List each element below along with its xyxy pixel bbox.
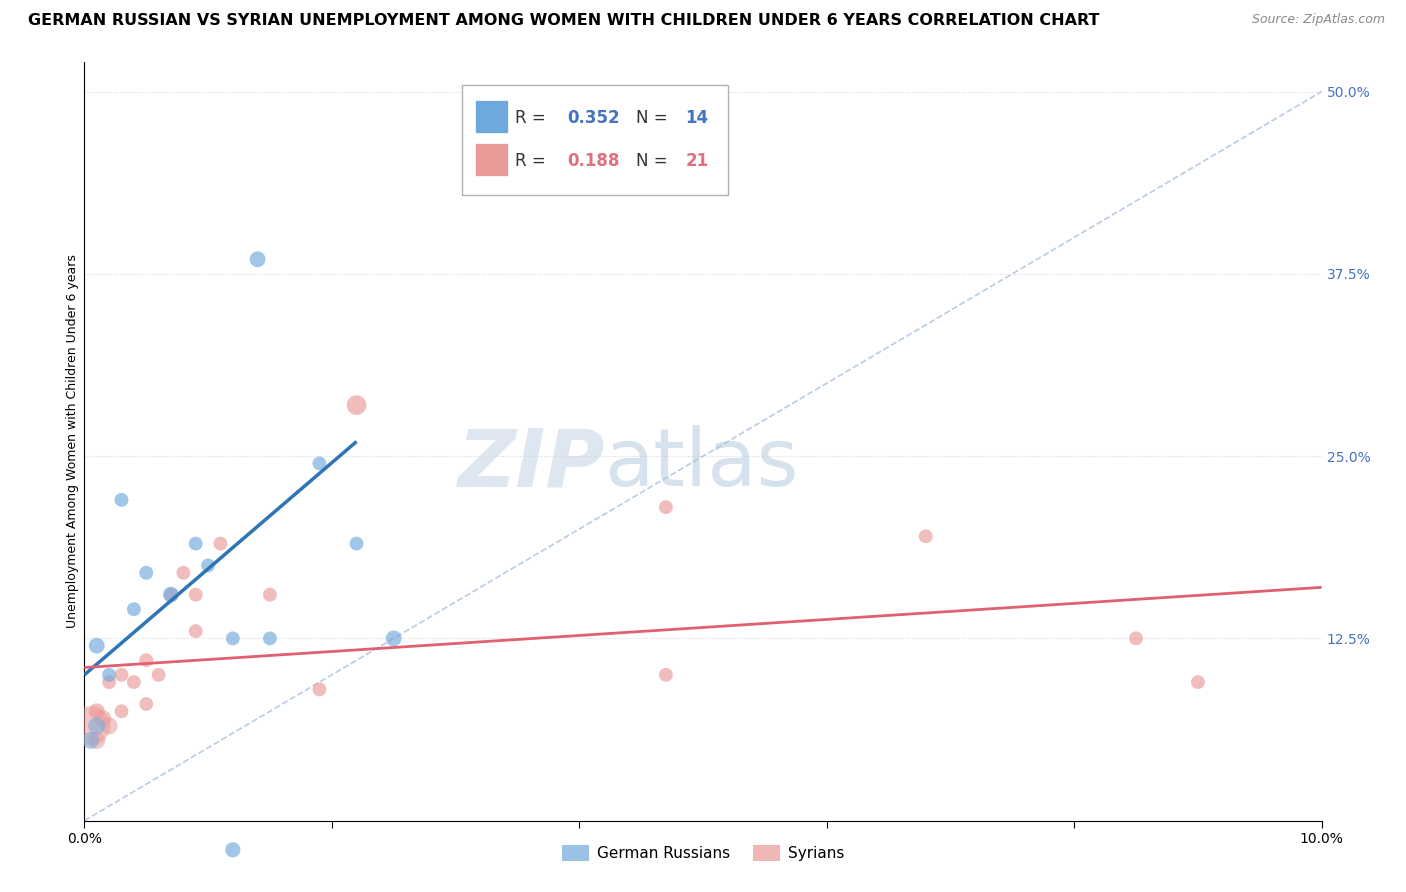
Point [86, 719, 108, 733]
Point [184, 624, 207, 639]
Point [86, 704, 108, 718]
Point [346, 398, 368, 412]
Point [222, 632, 245, 646]
Point [86, 639, 108, 653]
Text: atlas: atlas [605, 425, 799, 503]
Point [160, 588, 183, 602]
FancyBboxPatch shape [475, 100, 508, 133]
FancyBboxPatch shape [475, 143, 508, 177]
Y-axis label: Unemployment Among Women with Children Under 6 years: Unemployment Among Women with Children U… [66, 254, 79, 629]
Point [308, 682, 330, 697]
Point [135, 566, 157, 580]
Point [79, 733, 101, 747]
Point [246, 252, 269, 267]
Point [914, 529, 936, 543]
Point [160, 588, 183, 602]
FancyBboxPatch shape [461, 85, 728, 195]
Text: 21: 21 [686, 152, 709, 170]
Point [110, 704, 132, 718]
Point [184, 588, 207, 602]
Point [184, 536, 207, 550]
Point [110, 492, 132, 507]
Point [1125, 632, 1147, 646]
Point [346, 536, 368, 550]
Point [135, 697, 157, 711]
Point [135, 653, 157, 667]
Point [98, 668, 121, 682]
Point [79, 719, 101, 733]
Text: N =: N = [636, 109, 673, 127]
Point [197, 558, 219, 573]
Point [98, 719, 121, 733]
Point [382, 632, 405, 646]
Point [209, 536, 232, 550]
Text: 14: 14 [686, 109, 709, 127]
Point [91, 712, 114, 726]
Point [122, 675, 145, 690]
Point [148, 668, 170, 682]
Legend: German Russians, Syrians: German Russians, Syrians [555, 839, 851, 868]
Text: N =: N = [636, 152, 673, 170]
Text: Source: ZipAtlas.com: Source: ZipAtlas.com [1251, 13, 1385, 27]
Text: ZIP: ZIP [457, 425, 605, 503]
Point [655, 500, 678, 515]
Point [110, 668, 132, 682]
Point [1187, 675, 1209, 690]
Point [259, 588, 281, 602]
Text: 0.352: 0.352 [567, 109, 620, 127]
Point [172, 566, 194, 580]
Point [308, 457, 330, 471]
Point [259, 632, 281, 646]
Point [655, 668, 678, 682]
Text: GERMAN RUSSIAN VS SYRIAN UNEMPLOYMENT AMONG WOMEN WITH CHILDREN UNDER 6 YEARS CO: GERMAN RUSSIAN VS SYRIAN UNEMPLOYMENT AM… [28, 13, 1099, 29]
Text: 0.188: 0.188 [567, 152, 619, 170]
Text: R =: R = [515, 152, 551, 170]
Point [98, 675, 121, 690]
Point [86, 733, 108, 747]
Point [122, 602, 145, 616]
Point [222, 843, 245, 857]
Text: R =: R = [515, 109, 551, 127]
